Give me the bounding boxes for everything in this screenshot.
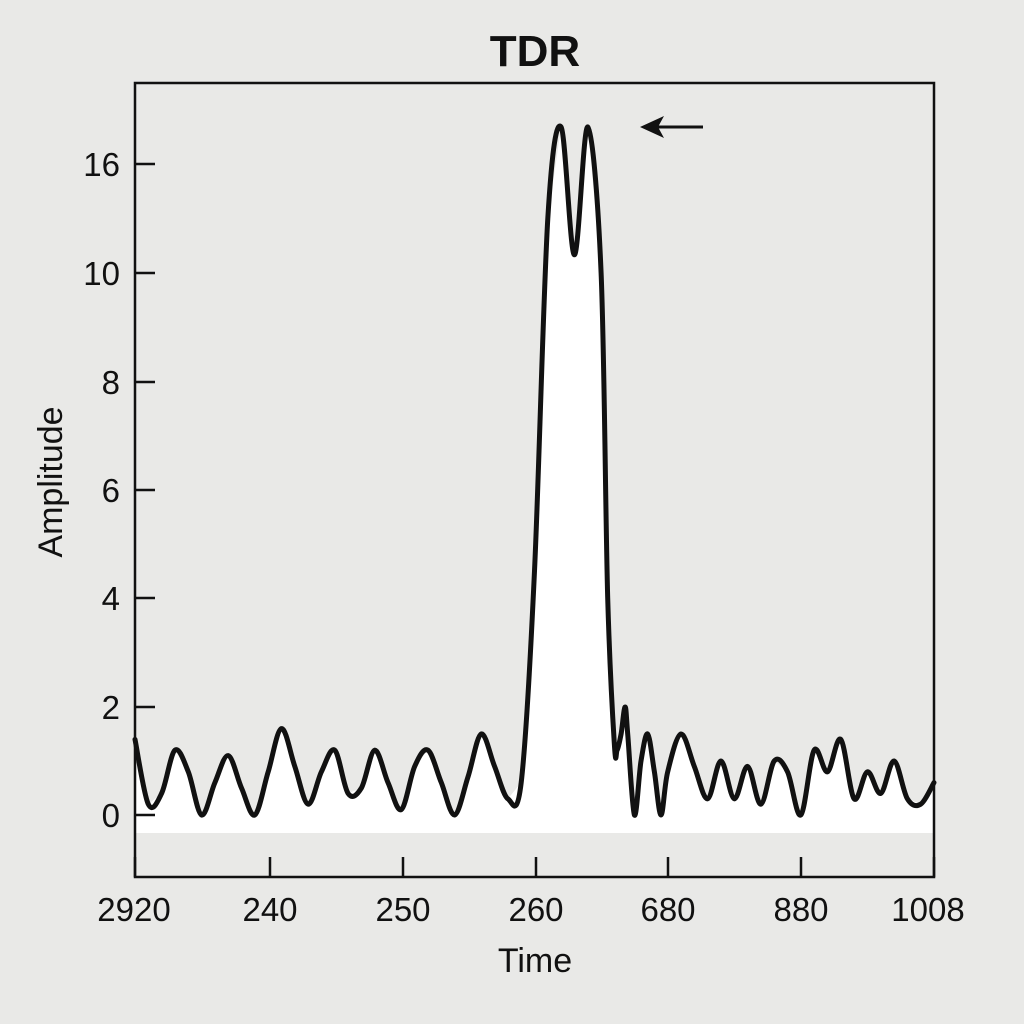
x-tick-label: 250 (375, 891, 430, 928)
y-tick-label: 4 (102, 580, 120, 617)
x-tick-label: 2920 (97, 891, 170, 928)
x-tick-label: 880 (773, 891, 828, 928)
y-tick-label: 0 (102, 797, 120, 834)
x-tick-label: 240 (242, 891, 297, 928)
x-axis-label: Time (498, 942, 572, 980)
y-axis-label: Amplitude (32, 406, 70, 557)
x-tick-label: 260 (508, 891, 563, 928)
series-line (132, 123, 937, 818)
plot-frame (133, 81, 936, 879)
y-tick-label: 8 (102, 364, 120, 401)
chart-title: TDR (490, 27, 580, 76)
x-tick-label: 680 (640, 891, 695, 928)
y-tick-label: 6 (102, 472, 120, 509)
x-tick-label: 1008 (891, 891, 964, 928)
y-tick-label: 2 (102, 689, 120, 726)
peak-arrow-head (640, 116, 664, 138)
y-tick-label: 10 (83, 255, 120, 292)
y-tick-label: 16 (83, 146, 120, 183)
area-fill (135, 127, 934, 833)
